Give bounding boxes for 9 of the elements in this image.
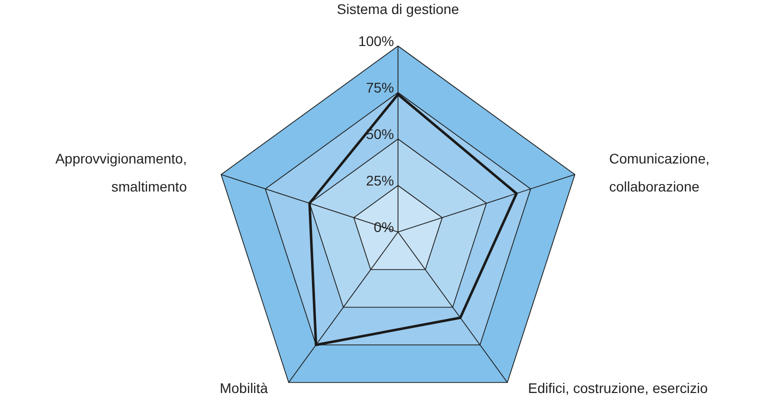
y-tick-label: 75% <box>366 80 394 96</box>
y-tick-label: 100% <box>358 33 394 49</box>
spoke-label: Approvvigionamento, smaltimento <box>55 150 188 195</box>
spoke-label: Edifici, costruzione, esercizio <box>528 380 708 396</box>
spoke-label: Sistema di gestione <box>336 1 460 17</box>
y-tick-label: 25% <box>366 172 394 188</box>
y-tick-label: 50% <box>366 126 394 142</box>
spoke-label: Comunicazione, collaborazione <box>609 150 710 195</box>
spoke-label: Mobilità <box>220 380 268 396</box>
